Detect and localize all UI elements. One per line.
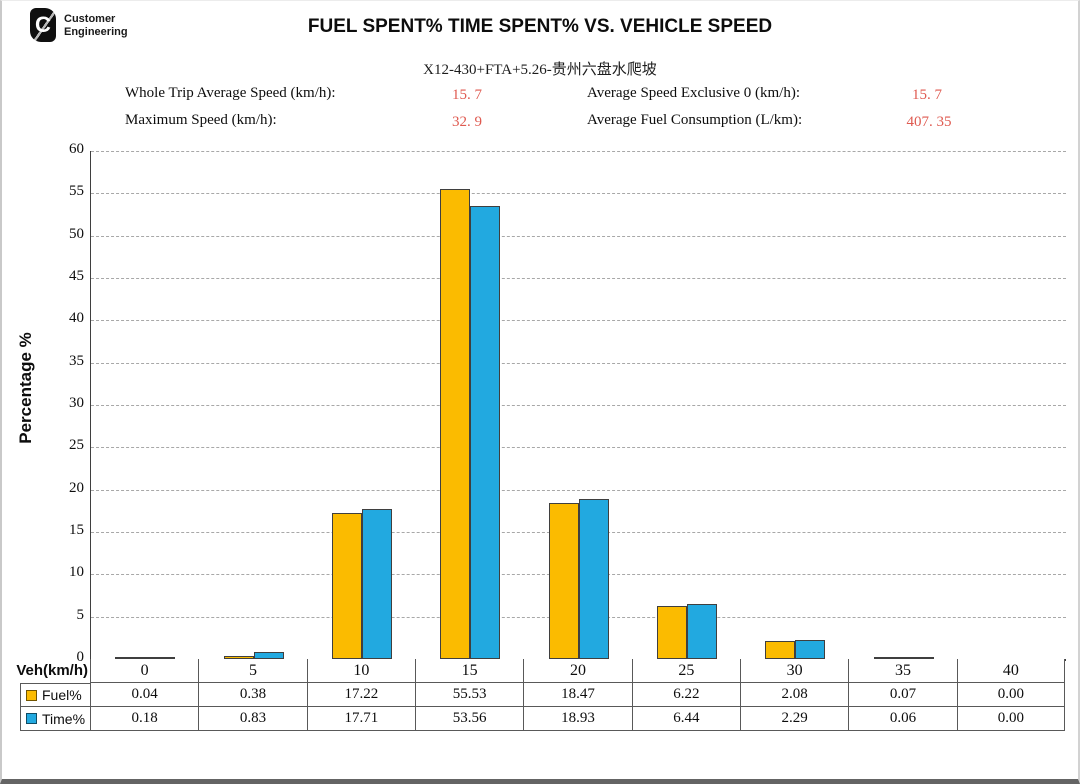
gridline-50 [91, 235, 1066, 237]
chart-data-table: 0 5 10 15 20 25 30 35 40 Fuel% 0.04 0.38 17.22 55.53 1… [20, 659, 1065, 731]
y-axis-tick-55: 55 [69, 183, 84, 200]
value-cell-time-0: 0.18 [90, 707, 199, 731]
stat-label-avg-speed-exclusive-0: Average Speed Exclusive 0 (km/h): [587, 85, 800, 101]
gridline-20 [91, 489, 1066, 491]
gridline-60 [91, 151, 1066, 152]
value-cell-time-40: 0.00 [956, 707, 1065, 731]
stat-value-whole-trip-avg-speed: 15. 7 [452, 87, 482, 103]
bar-fuel-25 [656, 606, 687, 659]
y-axis-tick-0: 0 [76, 649, 85, 665]
series-row-header: Time% [20, 707, 90, 731]
bar-time-15 [470, 205, 501, 659]
y-axis-tick-45: 45 [69, 268, 84, 284]
speed-bin-header-5: 5 [198, 659, 307, 683]
value-cell-fuel-35: 0.07 [848, 683, 957, 707]
value-cell-fuel-20: 18.47 [523, 683, 632, 707]
value-cell-fuel-25: 6.22 [631, 683, 740, 707]
gridline-40 [91, 320, 1066, 322]
y-axis-tick-40: 40 [69, 310, 84, 327]
bar-fuel-35 [873, 657, 904, 659]
value-cell-fuel-15: 55.53 [415, 683, 524, 707]
speed-bin-header-25: 25 [631, 659, 740, 683]
stat-value-maximum-speed: 32. 9 [452, 114, 482, 130]
y-axis-title: Percentage % [16, 332, 35, 444]
gridline-45 [91, 278, 1066, 279]
y-axis-tick-35: 35 [69, 352, 84, 369]
legend-key-fuel [26, 689, 37, 701]
page-subtitle: X12-430+FTA+5.26-贵州六盘水爬坡 [423, 62, 657, 78]
bar-time-25 [686, 604, 717, 659]
gridline-30 [91, 405, 1066, 406]
y-axis-tick-60: 60 [69, 141, 84, 157]
value-cell-time-15: 53.56 [415, 707, 524, 731]
gridline-35 [91, 362, 1066, 364]
x-axis-title: Veh(km/h) [16, 662, 88, 679]
y-axis-tick-25: 25 [69, 437, 84, 454]
logo-letter: C [35, 12, 51, 37]
cummins-c-icon: C [30, 8, 56, 42]
stat-value-avg-fuel-consumption: 407. 35 [906, 114, 952, 130]
bar-time-0 [145, 657, 176, 659]
logo-caption-line2: Engineering [64, 26, 128, 38]
legend-key-time [26, 713, 37, 724]
stat-label-avg-fuel-consumption: Average Fuel Consumption (L/km): [587, 112, 803, 128]
speed-bin-header-20: 20 [523, 659, 632, 683]
bar-time-5 [253, 651, 284, 659]
y-axis-tick-30: 30 [69, 395, 84, 411]
bar-fuel-20 [548, 502, 579, 659]
bar-fuel-30 [765, 641, 796, 659]
bar-fuel-5 [223, 655, 254, 659]
series-row-header: Fuel% [20, 683, 90, 707]
value-cell-time-20: 18.93 [523, 707, 632, 731]
value-cell-fuel-30: 2.08 [740, 683, 849, 707]
value-cell-time-25: 6.44 [631, 707, 740, 731]
value-cell-fuel-40: 0.00 [956, 683, 1065, 707]
stat-value-avg-speed-exclusive-0: 15. 7 [912, 87, 942, 103]
y-axis-tick-20: 20 [69, 479, 84, 496]
speed-bin-header-10: 10 [306, 659, 415, 683]
speed-bin-header-30: 30 [740, 659, 849, 683]
cummins-logo: C Customer Engineering [30, 8, 128, 42]
value-cell-fuel-10: 17.22 [306, 683, 415, 707]
bar-time-10 [361, 509, 392, 659]
y-axis-tick-10: 10 [69, 564, 84, 581]
speed-bin-header-35: 35 [848, 659, 957, 683]
y-axis-tick-50: 50 [69, 225, 84, 242]
series-name-time: Time% [42, 710, 86, 727]
speed-bin-header-0: 0 [90, 659, 199, 683]
gridline-55 [91, 193, 1066, 195]
bar-time-35 [903, 657, 934, 659]
speed-bin-header-15: 15 [415, 659, 524, 683]
value-cell-fuel-0: 0.04 [90, 683, 199, 707]
value-cell-time-10: 17.71 [306, 707, 415, 731]
y-axis-tick-5: 5 [76, 606, 85, 623]
gridline-25 [91, 447, 1066, 449]
logo-caption-line1: Customer [64, 13, 116, 25]
value-cell-time-35: 0.06 [848, 707, 957, 731]
stat-label-maximum-speed: Maximum Speed (km/h): [125, 112, 277, 128]
bar-fuel-0 [115, 657, 146, 659]
value-cell-fuel-5: 0.38 [198, 683, 307, 707]
series-name-fuel: Fuel% [42, 687, 82, 703]
value-cell-time-5: 0.83 [198, 707, 307, 731]
bar-fuel-15 [440, 188, 471, 659]
speed-bin-header-40: 40 [956, 659, 1065, 683]
bar-time-20 [578, 498, 609, 659]
bar-time-30 [795, 639, 826, 659]
bar-fuel-10 [331, 513, 362, 659]
page-title: FUEL SPENT% TIME SPENT% VS. VEHICLE SPEE… [307, 16, 773, 37]
value-cell-time-30: 2.29 [740, 707, 849, 731]
stat-label-whole-trip-avg-speed: Whole Trip Average Speed (km/h): [125, 85, 336, 101]
y-axis-tick-15: 15 [69, 522, 84, 538]
bar-chart-plot-area [90, 151, 1066, 661]
logo-caption: Customer Engineering [64, 8, 128, 39]
